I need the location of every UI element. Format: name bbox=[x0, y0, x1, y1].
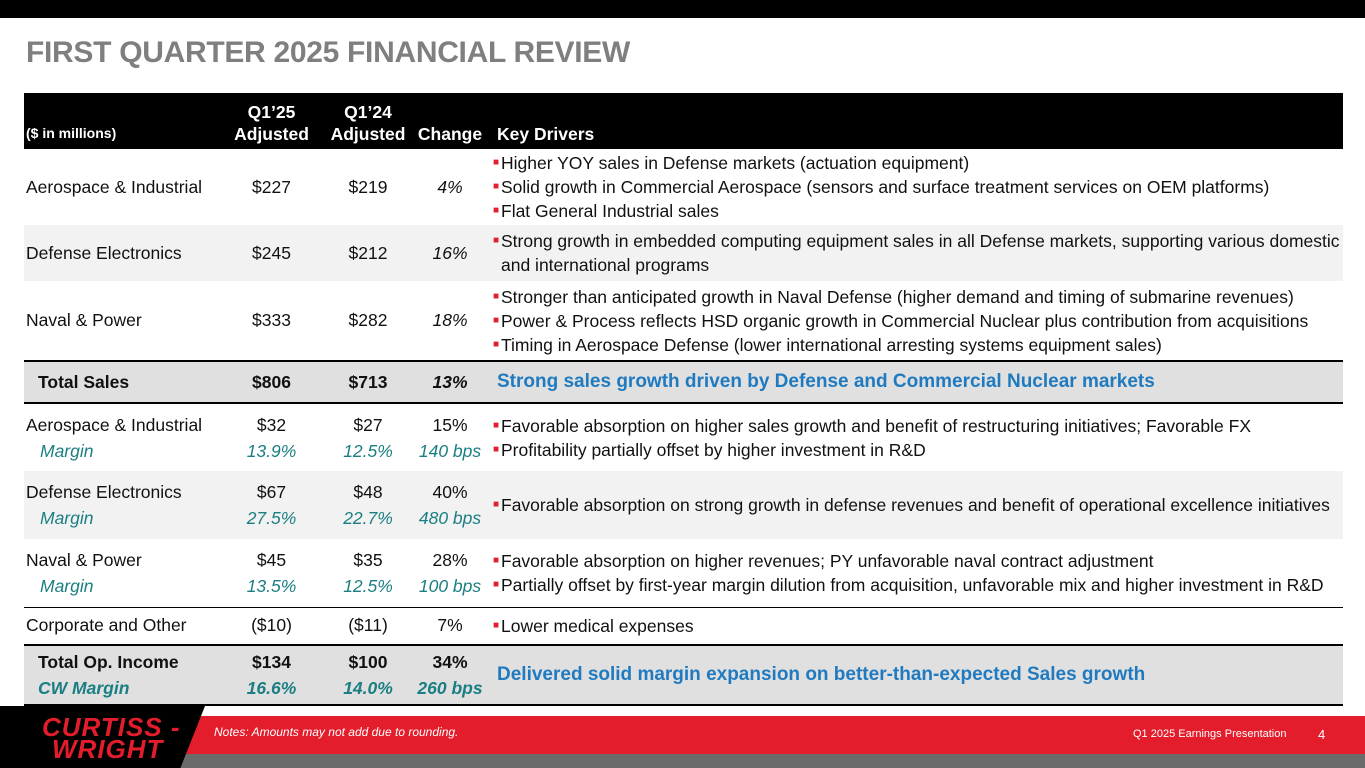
table-row: Naval & Power $333 $282 18% ■ Stronger th… bbox=[24, 281, 1343, 361]
driver-bullet: ■ Power & Process reflects HSD organic gr… bbox=[493, 310, 1309, 331]
driver-bullet: ■ Strong growth in embedded computing equ… bbox=[493, 231, 1340, 275]
q124-value: $48 22.7% bbox=[323, 471, 413, 539]
change-value: 13% bbox=[413, 360, 487, 404]
q124-value: $27 12.5% bbox=[343, 414, 393, 461]
footer-stripe bbox=[0, 754, 1365, 768]
q125-value: $227 bbox=[252, 176, 291, 197]
table-row: Defense Electronics $245 $212 16% ■ Stron… bbox=[24, 225, 1343, 281]
footnote: Notes: Amounts may not add due to roundi… bbox=[214, 725, 459, 739]
q125-value: $806 bbox=[220, 360, 323, 404]
key-drivers: ■ Favorable absorption on higher sales gr… bbox=[487, 403, 1343, 471]
driver-bullet: ■ Solid growth in Commercial Aerospace (s… bbox=[493, 177, 1270, 197]
change-value: 7% bbox=[413, 606, 487, 646]
driver-bullet: ■ Favorable absorption on strong growth i… bbox=[493, 495, 1330, 515]
driver-bullet: ■ Partially offset by first-year margin d… bbox=[493, 574, 1324, 595]
table-row: Aerospace & Industrial $227 $219 4% ■ Hig… bbox=[24, 149, 1343, 225]
segment-name: Aerospace & Industrial Margin bbox=[26, 414, 203, 461]
driver-bullet: ■ Stronger than anticipated growth in Nav… bbox=[493, 286, 1294, 307]
key-drivers: ■ Higher YOY sales in Defense markets (ac… bbox=[487, 149, 1343, 225]
q125-value: $333 bbox=[252, 310, 291, 330]
footer-bar bbox=[0, 716, 1365, 754]
driver-bullet: ■ Profitability partially offset by highe… bbox=[493, 439, 926, 460]
q124-value: $713 bbox=[323, 360, 413, 404]
q124-value: $282 bbox=[348, 310, 388, 330]
sales-summary: Strong sales growth driven by Defense an… bbox=[487, 360, 1343, 404]
page-title: FIRST QUARTER 2025 FINANCIAL REVIEW bbox=[26, 36, 631, 69]
total-sales-row: Total Sales $806 $713 13% Strong sales g… bbox=[24, 360, 1343, 404]
change-value: 15% 140 bps bbox=[418, 414, 482, 461]
table-row: Naval & Power Margin $45 13.5% $35 12.5% 28… bbox=[24, 539, 1343, 607]
financial-table: ($ in millions) Q1’25 Adjusted Q1’24 Adjus… bbox=[24, 93, 1343, 706]
col-q125: Q1’25 Adjusted bbox=[220, 93, 323, 149]
table-row: Aerospace & Industrial Margin $32 13.9% $2… bbox=[24, 403, 1343, 471]
q125-value: $245 bbox=[220, 225, 323, 281]
total-op-income-row: Total Op. Income CW Margin $134 16.6% $100… bbox=[24, 644, 1343, 706]
corporate-row: Corporate and Other ($10) ($11) 7% ■ Lowe… bbox=[24, 606, 1343, 646]
driver-bullet: ■ Favorable absorption on higher revenues… bbox=[493, 550, 1154, 571]
key-drivers: ■ Favorable absorption on higher revenues… bbox=[487, 539, 1343, 607]
col-key-drivers: Key Drivers bbox=[487, 93, 1343, 149]
driver-bullet: ■ Timing in Aerospace Defense (lower inte… bbox=[493, 334, 1162, 355]
presentation-name: Q1 2025 Earnings Presentation bbox=[1133, 728, 1287, 740]
key-drivers: ■ Strong growth in embedded computing equ… bbox=[487, 225, 1343, 281]
q124-value: $100 14.0% bbox=[323, 644, 413, 706]
col-q124: Q1’24 Adjusted bbox=[323, 93, 413, 149]
change-value: 40% 480 bps bbox=[413, 471, 487, 539]
table-row: Defense Electronics Margin $67 27.5% $48 22… bbox=[24, 471, 1343, 539]
key-drivers: ■ Lower medical expenses bbox=[487, 606, 1343, 646]
change-value: 4% bbox=[437, 176, 463, 197]
curtiss-wright-logo: CURTISS - WRIGHT bbox=[0, 706, 205, 768]
change-value: 34% 260 bps bbox=[413, 644, 487, 706]
driver-bullet: ■ Higher YOY sales in Defense markets (ac… bbox=[493, 153, 970, 173]
op-income-summary: Delivered solid margin expansion on bett… bbox=[487, 644, 1343, 706]
q124-value: $35 12.5% bbox=[343, 549, 393, 596]
driver-bullet: ■ Favorable absorption on higher sales gr… bbox=[493, 415, 1251, 436]
total-sales-label: Total Sales bbox=[24, 360, 220, 404]
col-change: Change bbox=[413, 93, 487, 149]
table-header-row: ($ in millions) Q1’25 Adjusted Q1’24 Adjus… bbox=[24, 93, 1343, 149]
q125-value: $45 13.5% bbox=[246, 549, 297, 596]
corporate-label: Corporate and Other bbox=[24, 606, 220, 646]
q125-value: $134 16.6% bbox=[220, 644, 323, 706]
q125-value: ($10) bbox=[220, 606, 323, 646]
change-value: 18% bbox=[432, 310, 468, 330]
key-drivers: ■ Stronger than anticipated growth in Nav… bbox=[487, 281, 1343, 361]
change-value: 16% bbox=[413, 225, 487, 281]
q125-value: $32 13.9% bbox=[246, 414, 297, 461]
segment-name: Naval & Power bbox=[26, 310, 142, 330]
change-value: 28% 100 bps bbox=[418, 549, 482, 596]
segment-name: Defense Electronics Margin bbox=[24, 471, 220, 539]
driver-bullet: ■ Lower medical expenses bbox=[493, 615, 694, 636]
q124-value: $219 bbox=[348, 176, 388, 197]
key-drivers: ■ Favorable absorption on strong growth i… bbox=[487, 471, 1343, 539]
segment-name: Naval & Power Margin bbox=[26, 549, 142, 596]
segment-name: Defense Electronics bbox=[24, 225, 220, 281]
q124-value: ($11) bbox=[323, 606, 413, 646]
q125-value: $67 27.5% bbox=[220, 471, 323, 539]
total-op-income-label: Total Op. Income CW Margin bbox=[24, 644, 220, 706]
units-label: ($ in millions) bbox=[24, 93, 220, 149]
page-number: 4 bbox=[1318, 727, 1326, 742]
driver-bullet: ■ Flat General Industrial sales bbox=[493, 201, 719, 221]
top-bar bbox=[0, 0, 1365, 18]
segment-name: Aerospace & Industrial bbox=[26, 176, 203, 197]
q124-value: $212 bbox=[323, 225, 413, 281]
